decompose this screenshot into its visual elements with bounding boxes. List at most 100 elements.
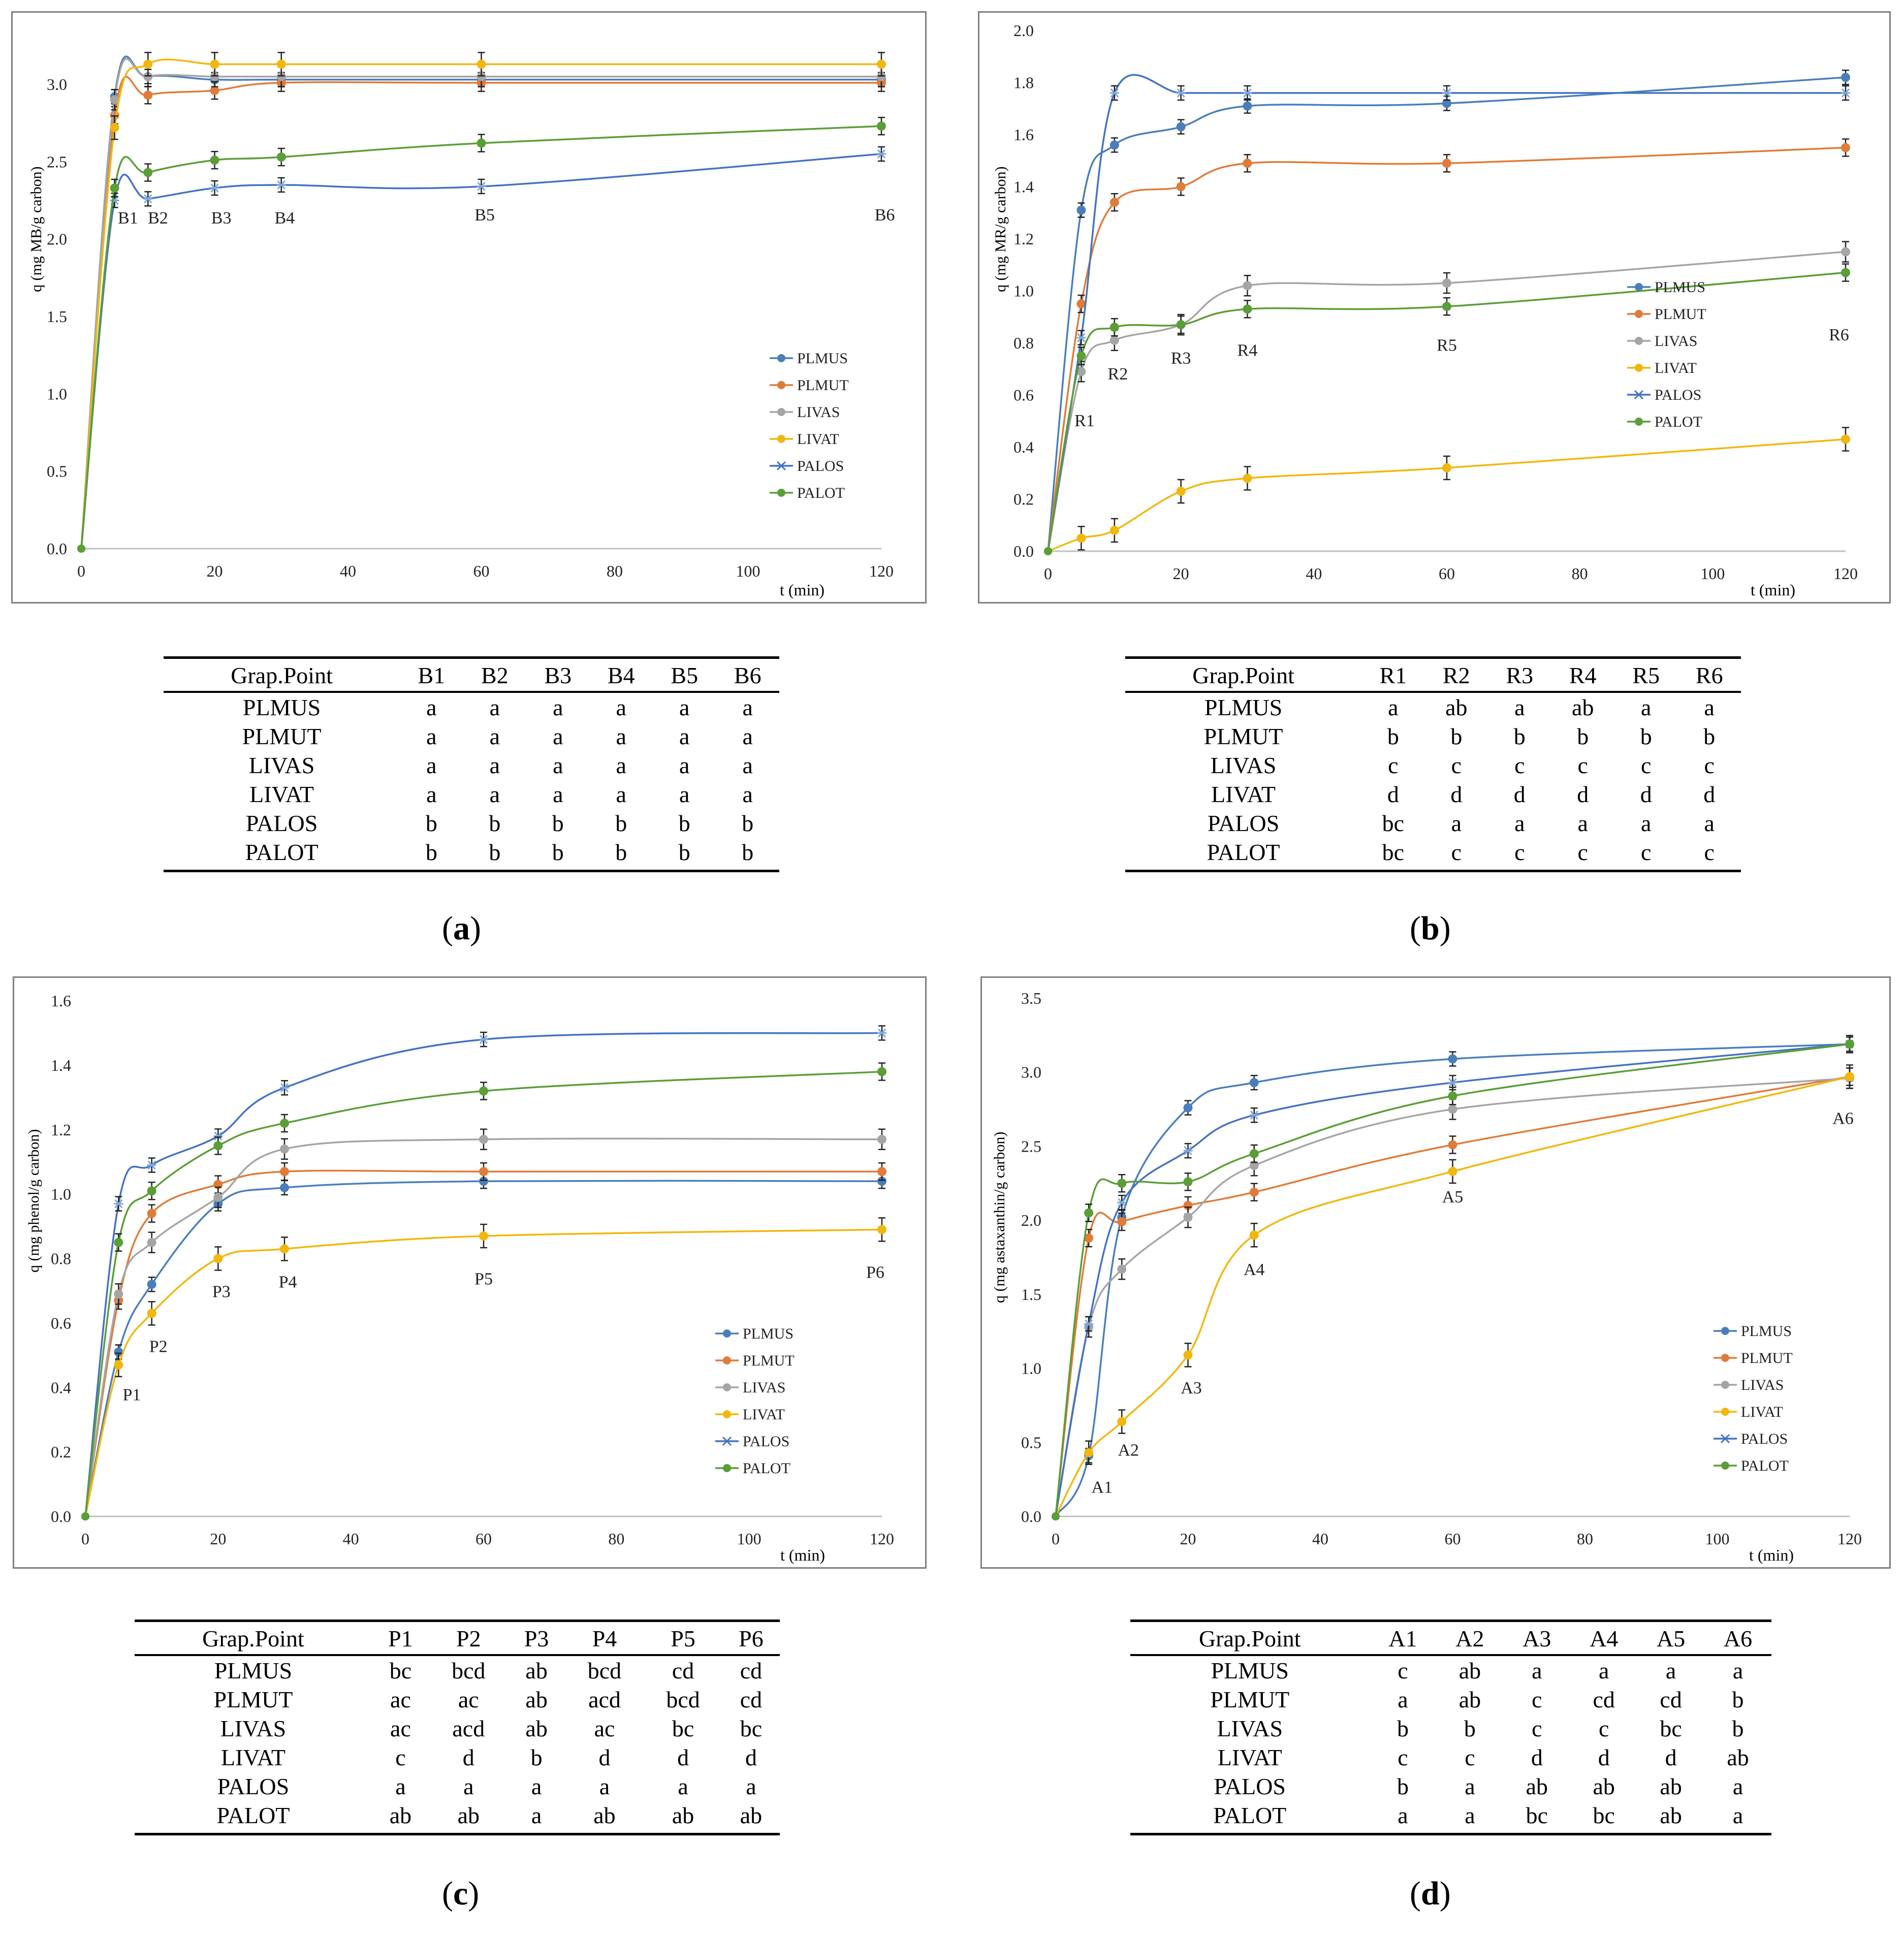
chart-b: 0 20 40 60 80 100 120 0.0 0.2 0.4 0.6 0.8 1.0 1.2 1.4 1… [978, 11, 1891, 604]
table-b-cell: c [1551, 838, 1614, 872]
table-a-cell: a [553, 723, 563, 749]
table-a-cell: PALOS [245, 810, 318, 836]
star-arm [114, 1199, 123, 1209]
data-point-livat [1183, 1350, 1193, 1360]
data-point-palos [147, 1160, 156, 1170]
data-point-livas [1117, 1264, 1127, 1274]
data-point-plmut [280, 1167, 289, 1177]
table-c-cell: ac [458, 1687, 479, 1712]
legend-label: PALOT [1741, 1457, 1789, 1474]
table-c-cell: acd [588, 1687, 621, 1712]
y-tick-label: 2.5 [1021, 1137, 1041, 1155]
data-point-livat [1109, 526, 1119, 535]
data-point-livat [114, 1360, 123, 1370]
data-point-palot [1183, 1177, 1193, 1187]
table-a-cell: a [426, 723, 437, 749]
data-point-palot [479, 1086, 488, 1096]
table-a-cell: b [489, 810, 501, 836]
table-b-header: Grap.Point R1 R2 R3 R4 R5 R6 [1125, 656, 1741, 693]
table-c-header: Grap.Point P1 P2 P3 P4 P5 P6 [135, 1620, 780, 1656]
table-d-cell: a [1436, 1801, 1504, 1835]
caption-a-letter: a [453, 910, 470, 947]
table-c-header-cell: P4 [565, 1620, 644, 1656]
data-point-palos [210, 183, 219, 193]
table-d-cell: c [1532, 1687, 1542, 1712]
table-c-header-cell: P1 [371, 1620, 429, 1656]
data-point-livas [1183, 1213, 1193, 1222]
legend-marker [1634, 390, 1644, 400]
data-point-livat [147, 1309, 156, 1318]
legend-label: PLMUS [1655, 279, 1705, 296]
table-a-cell: a [742, 752, 753, 778]
table-c-cell: bc [389, 1658, 412, 1684]
table-d-cell: d [1531, 1744, 1543, 1770]
table-c-cell: PALOS [217, 1773, 290, 1799]
data-point-livat [1841, 434, 1850, 444]
y-tick-label: 0.0 [1021, 1507, 1041, 1526]
table-b-cell: c [1514, 752, 1525, 778]
table-d-cell: cd [1593, 1687, 1615, 1712]
table-a-cell: a [742, 723, 753, 749]
data-point-livas [143, 72, 153, 81]
y-tick-label: 1.5 [47, 307, 67, 326]
legend-marker [777, 408, 785, 416]
y-tick-label: 0.0 [47, 539, 67, 558]
data-point-palos [280, 1083, 289, 1093]
series-line-livas [1047, 250, 1846, 552]
data-point-livas [877, 1134, 886, 1144]
table-b-cell: b [1387, 723, 1399, 749]
legend-label: PLMUS [797, 350, 848, 367]
data-point-plmus [1249, 1078, 1259, 1088]
table-b-cell: LIVAS [1210, 752, 1277, 778]
table-d-cell: a [1532, 1658, 1542, 1684]
data-point-plmus [1176, 122, 1186, 132]
data-point-livas [1076, 367, 1086, 376]
table-c-cell: ab [371, 1801, 429, 1835]
table-row: LIVAS c c c c c c [1125, 751, 1741, 780]
point-label: A6 [1832, 1109, 1854, 1128]
data-point-palos [143, 194, 153, 204]
table-a-cell: a [616, 781, 626, 807]
table-d-cell: c [1398, 1658, 1408, 1684]
data-point-livat [213, 1254, 223, 1263]
data-point-plmus [1841, 73, 1850, 82]
table-b-header-cell: Grap.Point [1125, 656, 1362, 693]
table-a-cell: b [463, 838, 527, 872]
legend-label: LIVAT [743, 1406, 785, 1423]
x-tick-label: 120 [870, 1530, 894, 1548]
table-c-cell: a [507, 1801, 565, 1835]
table-c-cell: LIVAT [220, 1744, 285, 1770]
table-row: LIVAT c d b d d d [135, 1743, 780, 1772]
data-point-palot [1084, 1208, 1094, 1218]
table-b-cell: a [1704, 810, 1715, 836]
legend-label: PALOS [1741, 1431, 1788, 1447]
data-point-plmus [1442, 99, 1451, 108]
data-point-livat [477, 59, 486, 69]
data-point-palot [1442, 302, 1451, 311]
table-d-cell: a [1732, 1658, 1743, 1684]
legend-label: LIVAS [797, 404, 840, 421]
legend-b: PLMUS PLMUT LIVAS LIVAT PALOS PALOT [1627, 279, 1706, 430]
star-arm [147, 1160, 156, 1170]
table-d-header-cell: A1 [1369, 1620, 1437, 1656]
table-a-cell: a [616, 723, 626, 749]
table-b-cell: d [1450, 781, 1463, 807]
table-a-cell: a [616, 694, 626, 720]
data-point-livas [1448, 1104, 1457, 1114]
star-arm [277, 180, 285, 189]
legend-marker [1635, 364, 1643, 372]
data-point-livas [877, 72, 886, 81]
data-point-palos [1076, 333, 1086, 342]
point-label: R2 [1108, 365, 1128, 384]
table-row: PLMUT a a a a a a [164, 722, 779, 751]
data-point-livat [110, 123, 119, 133]
table-row: PALOS b b b b b b [164, 809, 779, 838]
data-point-palot [114, 1237, 123, 1247]
table-c-cell: PALOT [135, 1801, 372, 1835]
data-point-palos [276, 180, 286, 189]
caption-b-letter: b [1420, 910, 1440, 947]
table-b-cell: a [1577, 810, 1588, 836]
legend-marker [1721, 1462, 1729, 1470]
data-point-livas [477, 72, 486, 81]
table-a-cell: a [426, 781, 437, 807]
